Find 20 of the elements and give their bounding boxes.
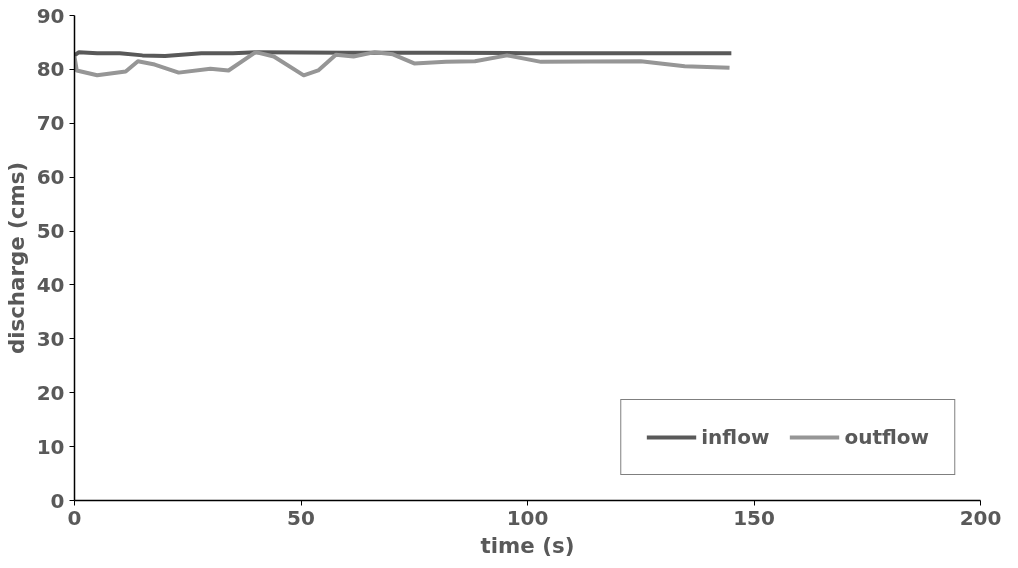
line-series	[74, 50, 732, 78]
x-tick-label: 200	[959, 505, 1002, 530]
x-tick-label: 0	[67, 505, 82, 530]
legend-label: inflow	[701, 425, 770, 449]
y-tick-label: 20	[36, 380, 65, 405]
y-axis-title: discharge (cms)	[3, 161, 29, 355]
x-tick-label: 100	[506, 505, 549, 530]
x-axis-title: time (s)	[480, 532, 575, 558]
x-tick-label: 50	[287, 505, 315, 530]
legend-label: outflow	[844, 425, 929, 449]
y-tick-label: 70	[36, 111, 65, 136]
y-tick-label: 90	[36, 3, 65, 28]
y-tick-label: 10	[36, 434, 65, 459]
y-tick-label: 30	[36, 326, 65, 351]
y-tick-label: 60	[36, 165, 65, 190]
y-tick-label: 0	[50, 488, 65, 513]
y-tick-label: 80	[36, 57, 65, 82]
x-tick-label: 150	[733, 505, 775, 530]
y-tick-label: 40	[36, 272, 65, 297]
y-tick-label: 50	[36, 219, 65, 244]
